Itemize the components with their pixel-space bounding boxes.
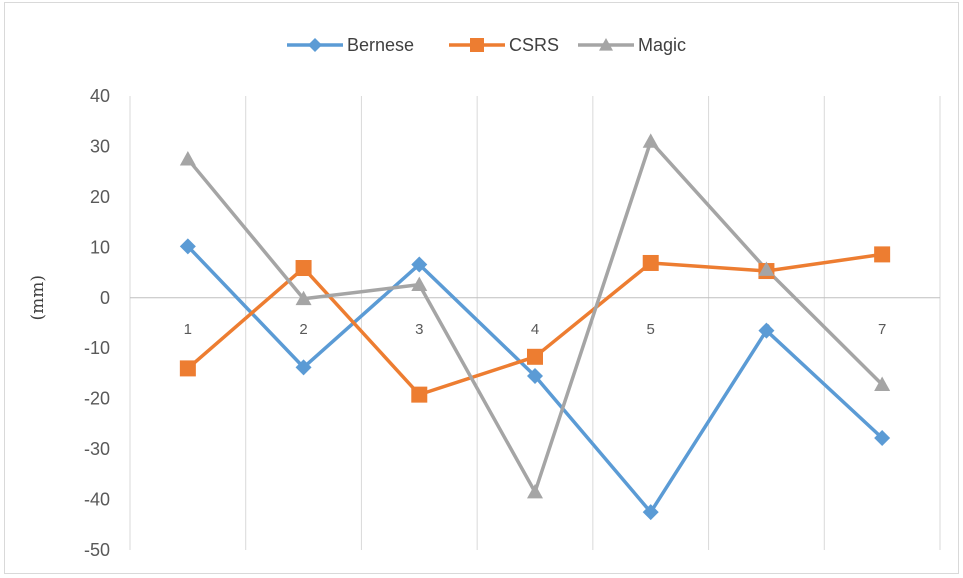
y-axis-label: (mm): [28, 275, 48, 321]
legend: Bernese CSRS Magic: [287, 35, 686, 55]
data-point-magic: [411, 276, 428, 292]
data-point-bernese: [642, 504, 659, 521]
y-tick-label: 40: [90, 86, 110, 106]
y-tick-label: 30: [90, 136, 110, 156]
data-point-csrs: [411, 386, 428, 403]
data-point-csrs: [874, 246, 891, 263]
data-point-magic: [295, 290, 312, 306]
data-point-magic: [642, 133, 659, 148]
y-tick-label: 10: [90, 237, 110, 257]
data-point-csrs: [642, 254, 659, 271]
chart-frame: [4, 2, 959, 574]
data-point-magic: [527, 483, 543, 499]
legend-marker-magic: [599, 38, 613, 51]
data-point-magic: [874, 376, 891, 391]
x-tick-label: 5: [647, 321, 655, 338]
legend-marker-bernese: [308, 38, 322, 52]
x-tick-label: 7: [878, 321, 886, 338]
y-tick-label: 0: [100, 288, 110, 308]
y-tick-label: -40: [84, 490, 110, 510]
data-point-csrs: [179, 360, 196, 377]
y-tick-label: -50: [84, 540, 110, 560]
x-tick-label: 3: [415, 321, 423, 338]
y-tick-label: -20: [84, 389, 110, 409]
data-point-magic: [179, 151, 196, 166]
x-tick-label: 4: [531, 321, 539, 338]
legend-label-magic: Magic: [638, 35, 686, 55]
x-tick-label: 1: [184, 321, 192, 338]
data-point-bernese: [527, 367, 543, 384]
y-tick-label: -10: [84, 338, 110, 358]
data-point-csrs: [527, 348, 543, 365]
data-point-bernese: [874, 430, 891, 447]
y-axis-ticks: 40 30 20 10 0 -10 -20 -30 -40 -50: [84, 86, 110, 560]
y-tick-label: -30: [84, 439, 110, 459]
data-point-bernese: [758, 322, 775, 339]
data-point-bernese: [179, 238, 196, 255]
legend-label-bernese: Bernese: [347, 35, 414, 55]
gridlines: [129, 96, 941, 550]
series-line-magic: [186, 139, 884, 494]
data-point-bernese: [411, 256, 428, 273]
series-markers: [179, 133, 891, 521]
legend-label-csrs: CSRS: [509, 35, 559, 55]
y-tick-label: 20: [90, 187, 110, 207]
legend-marker-csrs: [470, 38, 484, 52]
data-point-magic: [758, 261, 775, 276]
x-axis-category-labels: 1234567: [184, 321, 887, 338]
data-point-bernese: [295, 359, 312, 376]
x-tick-label: 2: [299, 321, 307, 338]
data-point-csrs: [295, 260, 312, 277]
